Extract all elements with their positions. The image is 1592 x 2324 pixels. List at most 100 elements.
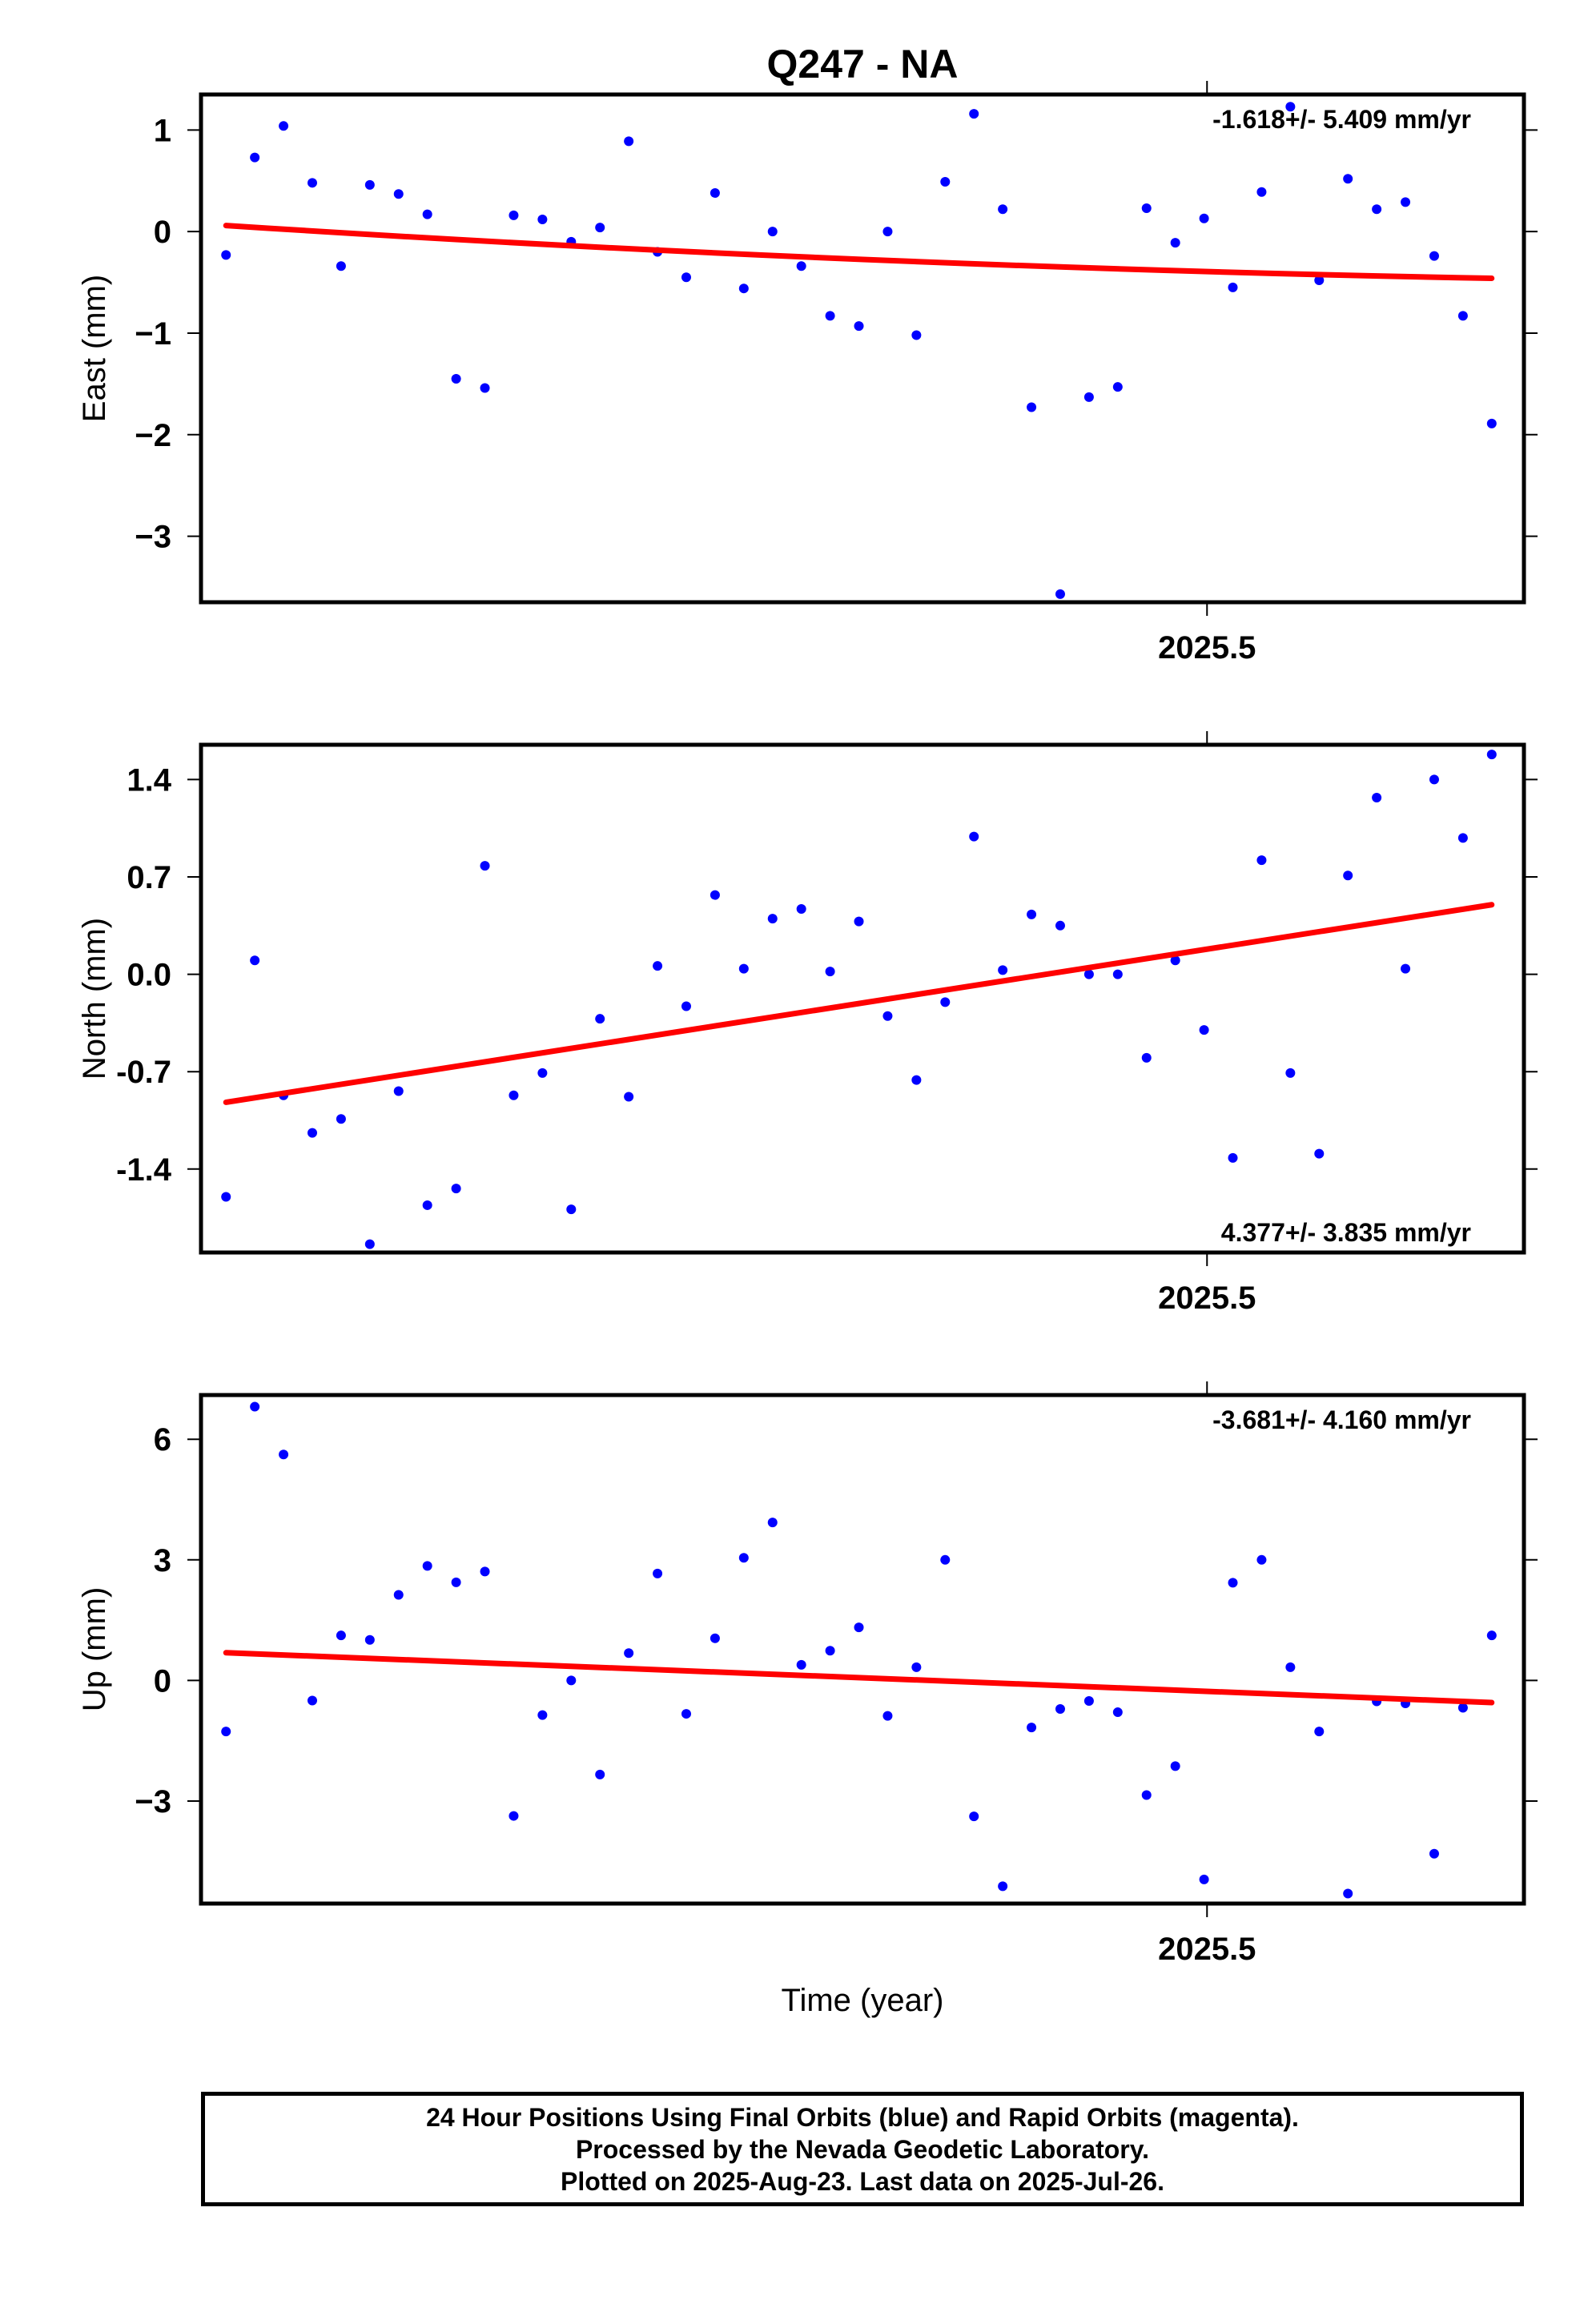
up-data-point: [566, 1675, 577, 1686]
up-data-point: [1256, 1554, 1267, 1565]
north-data-point: [595, 1014, 605, 1024]
east-data-point: [1027, 402, 1037, 412]
up-data-point: [221, 1727, 231, 1737]
east-data-point: [854, 321, 864, 332]
east-data-point: [710, 187, 720, 198]
east-data-point: [595, 223, 605, 233]
north-data-point: [393, 1086, 404, 1096]
east-data-point: [998, 204, 1008, 215]
north-ytick-label: 1.4: [127, 762, 171, 798]
north-data-point: [710, 890, 720, 900]
up-data-point: [1027, 1723, 1037, 1733]
up-data-point: [393, 1590, 404, 1600]
north-data-point: [480, 861, 490, 871]
up-data-point: [1314, 1727, 1325, 1737]
north-data-point: [1083, 969, 1094, 979]
up-data-point: [1141, 1790, 1152, 1800]
up-data-point: [451, 1577, 461, 1587]
north-data-point: [1401, 963, 1411, 974]
north-data-point: [336, 1114, 346, 1124]
up-data-point: [480, 1566, 490, 1577]
north-data-point: [653, 961, 663, 971]
up-ylabel: Up (mm): [77, 1587, 112, 1712]
east-ytick-label: −3: [135, 520, 171, 555]
north-data-point: [1228, 1152, 1238, 1163]
north-ytick-label: 0.0: [127, 958, 171, 993]
east-data-point: [1141, 203, 1152, 214]
up-data-point: [998, 1881, 1008, 1892]
east-ytick-label: −1: [135, 316, 171, 352]
up-data-point: [854, 1622, 864, 1633]
east-data-point: [1112, 382, 1123, 392]
up-data-point: [1199, 1874, 1209, 1884]
east-data-point: [1170, 238, 1180, 248]
north-data-point: [1343, 870, 1353, 881]
north-data-point: [681, 1001, 691, 1011]
footer-line-1: 24 Hour Positions Using Final Orbits (bl…: [426, 2102, 1299, 2132]
north-data-point: [1285, 1068, 1296, 1078]
east-data-point: [422, 209, 432, 219]
up-data-point: [681, 1709, 691, 1719]
north-data-point: [364, 1239, 375, 1249]
up-data-point: [653, 1568, 663, 1578]
east-data-point: [221, 250, 231, 260]
east-xtick-label: 2025.5: [1158, 630, 1256, 665]
north-data-point: [1199, 1025, 1209, 1035]
up-data-point: [307, 1695, 317, 1706]
up-data-point: [1112, 1707, 1123, 1718]
north-ytick-label: -0.7: [116, 1055, 171, 1090]
up-rate-label: -3.681+/- 4.160 mm/yr: [1212, 1405, 1471, 1434]
up-data-point: [422, 1561, 432, 1571]
east-data-point: [1486, 418, 1497, 428]
east-data-point: [480, 383, 490, 393]
east-rate-label: -1.618+/- 5.409 mm/yr: [1212, 105, 1471, 134]
north-data-point: [998, 965, 1008, 975]
north-data-point: [1141, 1052, 1152, 1063]
north-ytick-label: 0.7: [127, 860, 171, 895]
north-ytick-label: -1.4: [116, 1152, 172, 1188]
north-data-point: [796, 903, 806, 914]
east-data-point: [681, 272, 691, 283]
east-ytick-label: −2: [135, 418, 171, 453]
east-data-point: [1199, 213, 1209, 223]
east-data-point: [1083, 392, 1094, 402]
north-data-point: [1112, 969, 1123, 979]
east-data-point: [1343, 174, 1353, 184]
up-data-point: [1457, 1703, 1468, 1713]
east-data-point: [1285, 102, 1296, 112]
east-data-point: [1372, 204, 1382, 215]
up-data-point: [279, 1449, 289, 1460]
north-data-point: [854, 916, 864, 927]
up-trend-line: [223, 1650, 1495, 1706]
up-data-point: [825, 1646, 835, 1656]
up-xlabel: Time (year): [782, 1983, 944, 2018]
east-data-point: [825, 311, 835, 321]
up-data-point: [796, 1659, 806, 1670]
east-data-point: [796, 261, 806, 271]
footer-line-2: Processed by the Nevada Geodetic Laborat…: [575, 2134, 1150, 2164]
up-ytick-label: −3: [135, 1784, 171, 1819]
east-data-point: [1429, 251, 1439, 261]
up-plot-frame: [199, 1393, 1526, 1906]
east-data-point: [1314, 275, 1325, 286]
up-xtick-label: 2025.5: [1158, 1932, 1256, 1967]
east-data-point: [1457, 311, 1468, 321]
east-data-point: [509, 210, 519, 220]
east-ytick-label: 0: [154, 215, 171, 250]
up-data-point: [882, 1711, 893, 1721]
north-data-point: [1314, 1148, 1325, 1159]
east-data-point: [1055, 589, 1065, 599]
north-data-point: [1486, 750, 1497, 760]
north-plot-frame: [199, 742, 1526, 1255]
north-data-point: [1372, 793, 1382, 803]
east-ylabel: East (mm): [77, 275, 112, 422]
east-panel: 1 0 −1 −2 −3 2025.5 East (mm) -1.618+/- 5.409 m…: [77, 81, 1538, 665]
east-data-point: [1256, 187, 1267, 197]
east-data-point: [364, 179, 375, 190]
east-plot-frame: [199, 92, 1526, 605]
east-data-point: [1401, 197, 1411, 207]
north-data-point: [825, 967, 835, 977]
north-data-point: [537, 1068, 548, 1078]
north-data-point: [1256, 855, 1267, 866]
